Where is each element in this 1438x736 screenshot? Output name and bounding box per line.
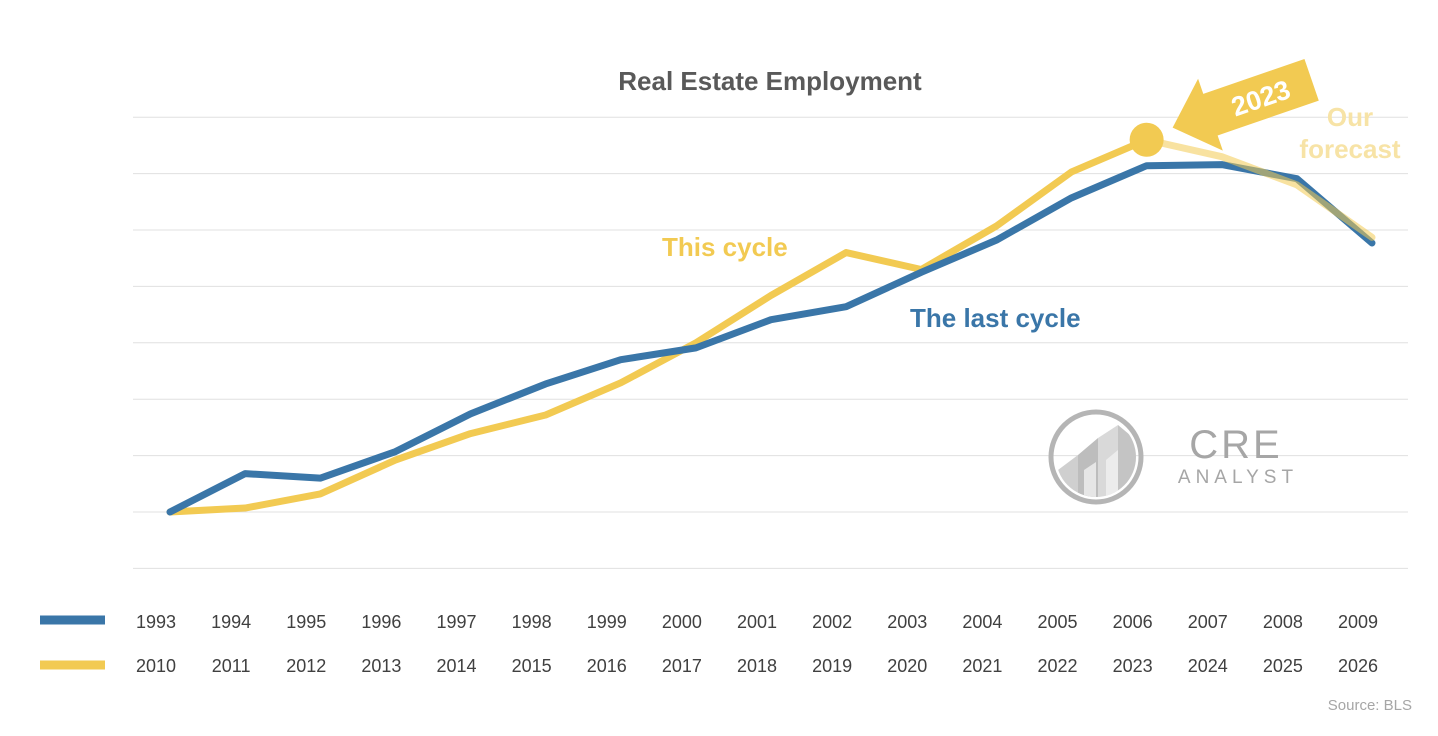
logo-text-analyst: ANALYST	[1178, 467, 1298, 488]
x-tick-label: 2012	[286, 656, 326, 676]
x-tick-label: 2015	[512, 656, 552, 676]
x-tick-label: 2004	[962, 612, 1002, 632]
x-tick-label: 2013	[361, 656, 401, 676]
x-tick-label: 2011	[212, 656, 251, 676]
series-line-forecast	[1143, 136, 1376, 241]
x-tick-label: 2006	[1113, 612, 1153, 632]
logo-text-cre: CRE	[1189, 423, 1282, 467]
x-tick-labels-last-cycle: 1993 1994 1995 1996 1997 1998 1999 2000 2001 2002…	[136, 612, 1378, 632]
x-tick-label: 2023	[1113, 656, 1153, 676]
x-tick-label: 2001	[737, 612, 777, 632]
x-tick-label: 1997	[436, 612, 476, 632]
x-tick-label: 1993	[136, 612, 176, 632]
x-tick-label: 2017	[662, 656, 702, 676]
x-tick-label: 2010	[136, 656, 176, 676]
x-tick-label: 1996	[361, 612, 401, 632]
forecast-label-line2: forecast	[1299, 134, 1400, 164]
x-tick-label: 2000	[662, 612, 702, 632]
x-tick-label: 2005	[1037, 612, 1077, 632]
x-tick-label: 2025	[1263, 656, 1303, 676]
chart-title: Real Estate Employment	[618, 66, 922, 96]
x-tick-label: 2014	[436, 656, 476, 676]
logo-circle-icon	[1048, 409, 1144, 505]
x-tick-label: 2009	[1338, 612, 1378, 632]
x-tick-label: 2016	[587, 656, 627, 676]
x-tick-label: 1999	[587, 612, 627, 632]
x-tick-label: 2002	[812, 612, 852, 632]
forecast-start-marker	[1129, 122, 1164, 157]
arrow-icon	[1172, 59, 1319, 151]
x-tick-label: 1998	[512, 612, 552, 632]
x-tick-label: 2003	[887, 612, 927, 632]
x-tick-label: 1994	[211, 612, 251, 632]
x-tick-label: 2007	[1188, 612, 1228, 632]
this-cycle-label: This cycle	[662, 232, 788, 262]
gridlines	[133, 116, 1408, 569]
x-tick-label: 2026	[1338, 656, 1378, 676]
x-tick-label: 2021	[962, 656, 1002, 676]
last-cycle-label: The last cycle	[910, 303, 1081, 333]
x-tick-label: 2020	[887, 656, 927, 676]
series-layer	[166, 122, 1376, 516]
x-tick-label: 2018	[737, 656, 777, 676]
series-line-this-cycle	[166, 136, 1151, 516]
x-tick-label: 2024	[1188, 656, 1228, 676]
x-tick-label: 2019	[812, 656, 852, 676]
x-tick-label: 2008	[1263, 612, 1303, 632]
x-tick-label: 2022	[1037, 656, 1077, 676]
series-line-last-cycle	[166, 161, 1376, 516]
cre-analyst-logo: CRE ANALYST	[1048, 409, 1298, 505]
x-tick-labels-this-cycle: 2010 2011 2012 2013 2014 2015 2016 2017 2018 2019…	[136, 656, 1378, 676]
forecast-label-line1: Our	[1327, 102, 1373, 132]
x-tick-label: 1995	[286, 612, 326, 632]
source-note: Source: BLS	[1328, 697, 1412, 714]
